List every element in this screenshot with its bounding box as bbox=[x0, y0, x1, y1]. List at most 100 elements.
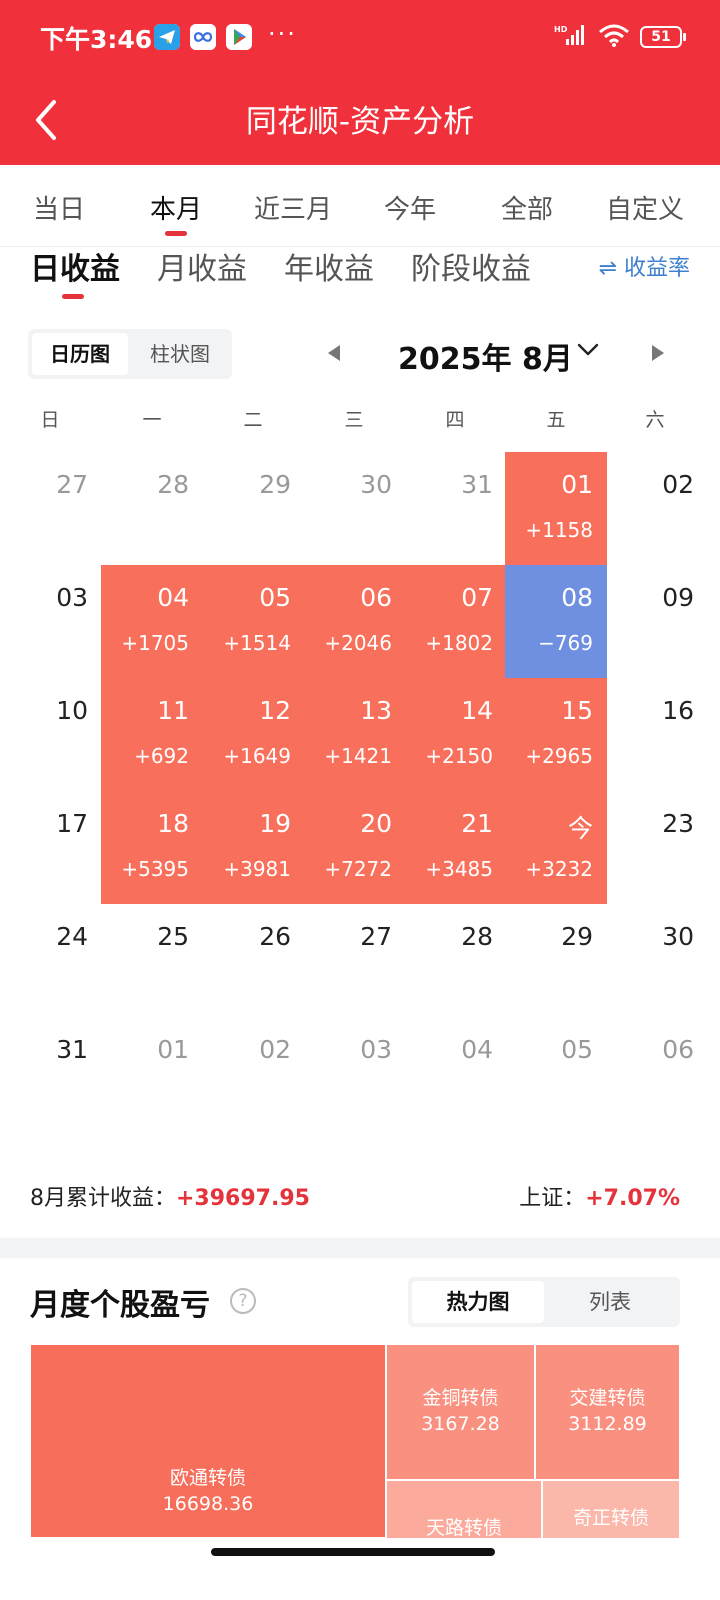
heatmap-cell[interactable]: 金铜转债 3167.28 bbox=[386, 1344, 535, 1480]
day-profit: −769 bbox=[538, 631, 593, 655]
calendar-day[interactable]: 24 bbox=[0, 904, 102, 1017]
calendar-day[interactable]: 06 bbox=[606, 1017, 708, 1130]
calendar-day[interactable]: 14 +2150 bbox=[405, 678, 507, 791]
day-number: 28 bbox=[157, 470, 189, 499]
calendar-day[interactable]: 29 bbox=[505, 904, 607, 1017]
calendar-day[interactable]: 11 +692 bbox=[101, 678, 203, 791]
tab-daily-profit[interactable]: 日收益 bbox=[30, 252, 120, 287]
return-rate-link[interactable]: ⇌ 收益率 bbox=[598, 256, 690, 281]
tab-three-months[interactable]: 近三月 bbox=[253, 195, 332, 225]
calendar-day[interactable]: 10 bbox=[0, 678, 102, 791]
day-number: 11 bbox=[157, 696, 189, 725]
day-profit: +1514 bbox=[223, 631, 291, 655]
tab-stage-profit[interactable]: 阶段收益 bbox=[411, 252, 531, 287]
list-button[interactable]: 列表 bbox=[589, 1290, 631, 1314]
calendar-day[interactable]: 01 bbox=[101, 1017, 203, 1130]
day-number: 03 bbox=[56, 583, 88, 612]
calendar-day[interactable]: 31 bbox=[0, 1017, 102, 1130]
calendar-day[interactable]: 04 +1705 bbox=[101, 565, 203, 678]
day-number: 03 bbox=[360, 1035, 392, 1064]
shanghai-index-change: 上证：+7.07% bbox=[519, 1180, 680, 1212]
calendar-day[interactable]: 28 bbox=[405, 904, 507, 1017]
day-number: 29 bbox=[259, 470, 291, 499]
calendar-day[interactable]: 03 bbox=[0, 565, 102, 678]
calendar-day[interactable]: 18 +5395 bbox=[101, 791, 203, 904]
calendar-day[interactable]: 21 +3485 bbox=[405, 791, 507, 904]
help-icon[interactable]: ? bbox=[230, 1288, 256, 1314]
day-number: 24 bbox=[56, 922, 88, 951]
calendar-day[interactable]: 25 bbox=[101, 904, 203, 1017]
prev-month-icon[interactable] bbox=[328, 345, 340, 361]
heatmap-cell[interactable]: 交建转债 3112.89 bbox=[535, 1344, 680, 1480]
calendar-day[interactable]: 01 +1158 bbox=[505, 452, 607, 565]
chevron-down-icon[interactable] bbox=[576, 338, 600, 362]
calendar-day[interactable]: 16 bbox=[606, 678, 708, 791]
calendar-day[interactable]: 20 +7272 bbox=[304, 791, 406, 904]
calendar-day[interactable]: 04 bbox=[405, 1017, 507, 1130]
tab-yearly-profit[interactable]: 年收益 bbox=[284, 252, 374, 287]
active-tab-indicator bbox=[165, 231, 187, 236]
play-store-app-icon bbox=[226, 24, 252, 50]
home-indicator[interactable] bbox=[211, 1548, 495, 1556]
calendar-day[interactable]: 07 +1802 bbox=[405, 565, 507, 678]
day-profit: +2046 bbox=[324, 631, 392, 655]
calendar-day[interactable]: 28 bbox=[101, 452, 203, 565]
calendar-day[interactable]: 03 bbox=[304, 1017, 406, 1130]
calendar-day[interactable]: 31 bbox=[405, 452, 507, 565]
tab-custom[interactable]: 自定义 bbox=[605, 195, 684, 225]
day-number: 10 bbox=[56, 696, 88, 725]
month-selector[interactable]: 2025年 8月 bbox=[398, 342, 573, 377]
calendar-day[interactable]: 29 bbox=[203, 452, 305, 565]
calendar-day[interactable]: 02 bbox=[203, 1017, 305, 1130]
monthly-cumulative-profit: 8月累计收益：+39697.95 bbox=[30, 1180, 310, 1212]
calendar-day[interactable]: 12 +1649 bbox=[203, 678, 305, 791]
back-arrow-icon[interactable] bbox=[30, 98, 64, 142]
calendar-day[interactable]: 30 bbox=[606, 904, 708, 1017]
tab-this-year[interactable]: 今年 bbox=[383, 195, 436, 225]
day-number: 01 bbox=[157, 1035, 189, 1064]
calendar-view-button[interactable]: 日历图 bbox=[32, 333, 128, 375]
calendar-day[interactable]: 06 +2046 bbox=[304, 565, 406, 678]
stock-name: 金铜转债 bbox=[422, 1387, 499, 1409]
calendar-day[interactable]: 09 bbox=[606, 565, 708, 678]
tab-monthly-profit[interactable]: 月收益 bbox=[157, 252, 247, 287]
section-divider bbox=[0, 1238, 720, 1258]
calendar-day[interactable]: 15 +2965 bbox=[505, 678, 607, 791]
day-profit: +5395 bbox=[121, 857, 189, 881]
calendar-day[interactable]: 17 bbox=[0, 791, 102, 904]
heatmap-cell[interactable]: 天路转债 bbox=[386, 1480, 542, 1538]
pnl-view-toggle: 热力图 列表 bbox=[408, 1277, 680, 1327]
calendar-day[interactable]: 26 bbox=[203, 904, 305, 1017]
calendar-day[interactable]: 05 bbox=[505, 1017, 607, 1130]
day-number: 29 bbox=[561, 922, 593, 951]
weekday-header: 日 一 二 三 四 五 六 bbox=[0, 405, 720, 435]
heatmap-button[interactable]: 热力图 bbox=[412, 1281, 544, 1323]
tab-today[interactable]: 当日 bbox=[32, 195, 85, 225]
calendar-day[interactable]: 30 bbox=[304, 452, 406, 565]
day-number: 21 bbox=[461, 809, 493, 838]
calendar-day[interactable]: 23 bbox=[606, 791, 708, 904]
calendar-day[interactable]: 27 bbox=[0, 452, 102, 565]
calendar-day[interactable]: 05 +1514 bbox=[203, 565, 305, 678]
calendar-day[interactable]: 27 bbox=[304, 904, 406, 1017]
day-number: 02 bbox=[662, 470, 694, 499]
day-number: 07 bbox=[461, 583, 493, 612]
cumulative-profit-value: +39697.95 bbox=[176, 1186, 310, 1211]
tab-this-month[interactable]: 本月 bbox=[121, 189, 231, 236]
calendar-day[interactable]: 13 +1421 bbox=[304, 678, 406, 791]
day-number: 12 bbox=[259, 696, 291, 725]
day-number: 28 bbox=[461, 922, 493, 951]
tab-all[interactable]: 全部 bbox=[500, 195, 553, 225]
day-number: 27 bbox=[360, 922, 392, 951]
heatmap-cell[interactable]: 欧通转债 16698.36 bbox=[30, 1344, 386, 1538]
day-number: 06 bbox=[360, 583, 392, 612]
calendar-day[interactable]: 08 −769 bbox=[505, 565, 607, 678]
calendar-day[interactable]: 02 bbox=[606, 452, 708, 565]
bar-view-button[interactable]: 柱状图 bbox=[150, 342, 210, 366]
calendar-day[interactable]: 今 +3232 bbox=[505, 791, 607, 904]
next-month-icon[interactable] bbox=[652, 345, 664, 361]
index-label: 上证： bbox=[519, 1186, 586, 1211]
calendar-day[interactable]: 19 +3981 bbox=[203, 791, 305, 904]
day-number: 今 bbox=[567, 814, 593, 843]
heatmap-cell[interactable]: 奇正转债 bbox=[542, 1480, 680, 1538]
